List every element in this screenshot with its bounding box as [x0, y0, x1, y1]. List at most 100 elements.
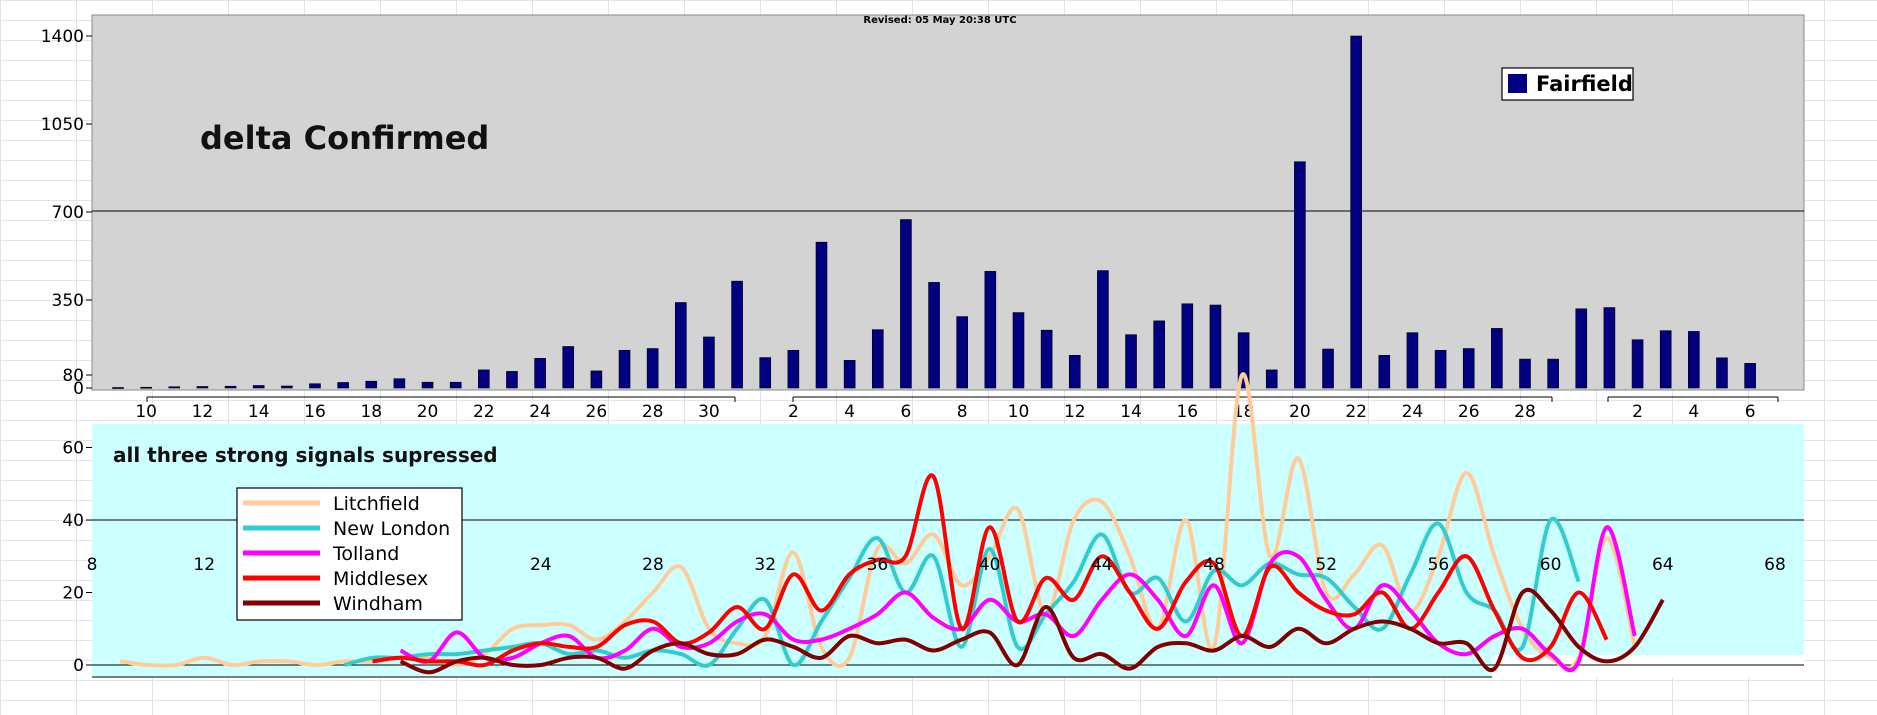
fairfield-bar	[1603, 307, 1616, 389]
fairfield-bar	[703, 336, 715, 389]
bottom-x-tick-label: 24	[530, 555, 552, 575]
bottom-x-tick-label: 60	[1540, 555, 1562, 575]
top-x-tick-label: 8	[957, 402, 968, 422]
top-x-tick-label: 12	[192, 402, 214, 422]
fairfield-bar	[281, 385, 293, 389]
top-y-tick-label: 350	[52, 291, 84, 311]
bottom-x-tick-label: 64	[1652, 555, 1674, 575]
top-x-tick-label: 16	[304, 402, 326, 422]
fairfield-legend-label: Fairfield	[1536, 72, 1633, 96]
bottom-y-tick-label: 20	[62, 584, 84, 604]
top-y-tick-label: 0	[73, 379, 84, 399]
fairfield-bar	[1181, 303, 1194, 389]
fairfield-bar	[1406, 332, 1419, 389]
fairfield-bar	[252, 385, 265, 389]
fairfield-bar	[674, 302, 687, 389]
bottom-x-tick-label: 32	[754, 555, 776, 575]
fairfield-bar	[1378, 355, 1391, 389]
bottom-x-tick-label: 44	[1091, 555, 1113, 575]
fairfield-bar	[928, 282, 940, 389]
bottom-y-tick-label: 60	[62, 439, 84, 459]
top-x-tick-label: 30	[698, 402, 720, 422]
fairfield-bar	[1012, 312, 1025, 389]
fairfield-bar	[759, 357, 772, 389]
fairfield-bar	[1491, 328, 1503, 389]
top-x-tick-label: 12	[1064, 402, 1086, 422]
bottom-chart-title: all three strong signals supressed	[113, 443, 498, 467]
top-x-tick-label: 18	[360, 402, 382, 422]
bottom-panel: all three strong signals supressed 02040…	[62, 366, 1804, 678]
fairfield-bar	[1659, 330, 1672, 389]
top-y-tick-label: 1400	[41, 27, 84, 47]
fairfield-bar	[871, 329, 884, 389]
fairfield-bar	[787, 349, 800, 389]
bottom-x-tick-label: 12	[193, 555, 215, 575]
top-x-tick-label: 4	[1688, 402, 1699, 422]
bottom-y-tick-label: 80	[62, 366, 84, 386]
fairfield-bar	[1068, 355, 1081, 389]
top-y-tick-label: 700	[52, 203, 84, 223]
fairfield-bar	[1153, 320, 1165, 389]
fairfield-bar	[1040, 329, 1053, 389]
fairfield-bar	[478, 369, 490, 389]
fairfield-bar	[112, 387, 124, 389]
fairfield-bar	[1209, 304, 1222, 389]
fairfield-bar	[646, 348, 659, 389]
new-london-legend-label: New London	[333, 518, 450, 540]
top-x-tick-label: 24	[529, 402, 551, 422]
bottom-x-tick-label: 36	[867, 555, 889, 575]
fairfield-bar	[1462, 348, 1475, 389]
fairfield-bar	[393, 378, 406, 389]
top-y-tick-label: 1050	[41, 115, 84, 135]
tolland-legend-label: Tolland	[332, 543, 399, 565]
top-x-tick-label: 22	[1345, 402, 1367, 422]
fairfield-bar	[224, 385, 237, 389]
fairfield-bar	[1350, 35, 1362, 389]
fairfield-bar	[843, 360, 856, 389]
top-x-tick-label: 14	[248, 402, 270, 422]
middlesex-line	[372, 473, 1609, 668]
fairfield-bar	[900, 219, 912, 389]
top-x-tick-label: 6	[901, 402, 912, 422]
top-legend: Fairfield	[1501, 67, 1634, 101]
bottom-x-tick-label: 68	[1764, 555, 1786, 575]
top-chart-title: delta Confirmed	[200, 119, 489, 157]
fairfield-bar	[534, 358, 546, 389]
bottom-x-tick-label: 56	[1428, 555, 1450, 575]
fairfield-bar	[1547, 358, 1559, 389]
bottom-legend: Litchfield New London Tolland Middlesex …	[236, 487, 463, 621]
bottom-y-tick-label: 0	[73, 656, 84, 676]
bottom-x-axis: 8121620242832364044485256606468	[87, 555, 1786, 678]
fairfield-bar	[365, 380, 378, 389]
fairfield-bar	[1322, 348, 1334, 389]
fairfield-legend-swatch	[1508, 74, 1527, 93]
fairfield-bar	[421, 381, 434, 389]
top-y-axis: 0 350 700 1050 1400	[41, 27, 92, 399]
top-panel: Revised: 05 May 20:38 UTC delta Confirme…	[41, 14, 1805, 422]
fairfield-bar	[731, 280, 743, 389]
fairfield-bar	[1125, 334, 1137, 389]
top-x-tick-label: 14	[1120, 402, 1142, 422]
bottom-x-tick-label: 48	[1203, 555, 1225, 575]
fairfield-bar	[984, 271, 997, 389]
fairfield-bar	[1575, 308, 1588, 389]
fairfield-bar	[815, 241, 828, 389]
fairfield-bar	[1434, 349, 1447, 389]
fairfield-bar	[590, 370, 603, 389]
top-x-tick-label: 20	[417, 402, 439, 422]
windham-legend-label: Windham	[333, 593, 423, 615]
top-x-tick-label: 10	[135, 402, 157, 422]
fairfield-bar	[1744, 363, 1756, 389]
fairfield-bar	[309, 383, 321, 389]
fairfield-bar	[1097, 270, 1109, 389]
fairfield-bar	[168, 386, 181, 389]
bottom-x-tick-label: 28	[642, 555, 664, 575]
fairfield-bar	[1716, 357, 1728, 389]
fairfield-bar	[956, 316, 969, 389]
bottom-x-tick-label: 52	[1315, 555, 1337, 575]
fairfield-bar	[506, 371, 518, 389]
top-x-axis: 10 12 14 16 18 20 22 24 26 28 30 2 4 6 8 10 12 14 16 18 20 22…	[135, 396, 1779, 422]
fairfield-bar	[1265, 369, 1278, 389]
fairfield-bar	[1519, 358, 1531, 389]
